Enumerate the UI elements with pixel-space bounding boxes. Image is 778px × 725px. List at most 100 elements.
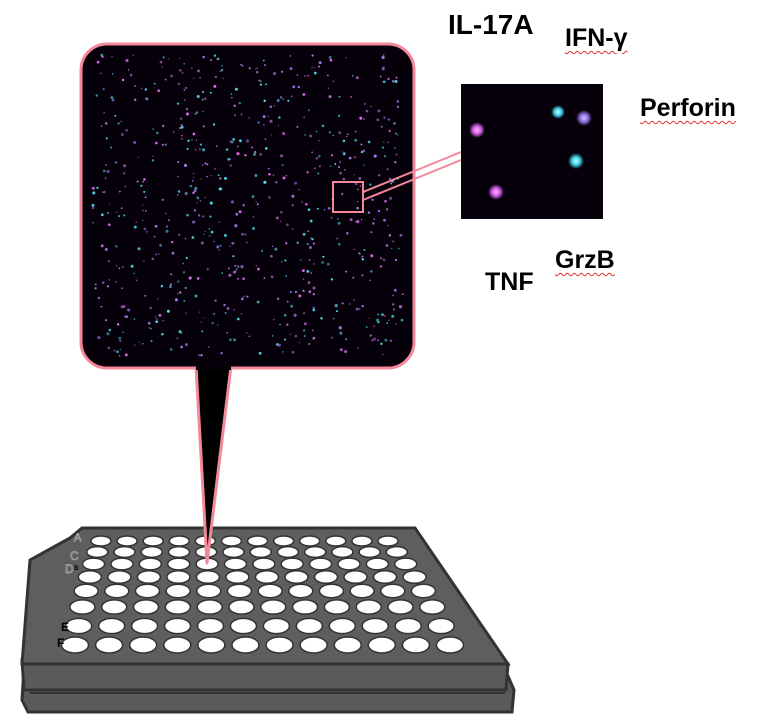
spot (344, 169, 346, 171)
spot (369, 334, 372, 337)
spot (198, 354, 201, 357)
well (128, 636, 158, 654)
well (231, 636, 260, 654)
spot (143, 178, 146, 181)
spot (330, 154, 334, 157)
well (410, 583, 437, 599)
spot (271, 335, 274, 337)
label-tnf: TNF (485, 268, 534, 296)
spot (311, 54, 314, 57)
spot (181, 134, 183, 137)
spot (220, 244, 222, 247)
spot (157, 253, 160, 255)
spot (352, 276, 355, 279)
well (401, 636, 431, 654)
label-il17a: IL-17A (448, 9, 534, 40)
well (313, 569, 339, 585)
spot (115, 211, 118, 214)
spot (170, 74, 173, 78)
spot (346, 133, 349, 136)
spot (91, 206, 95, 210)
spot (217, 324, 219, 326)
spot (221, 64, 223, 67)
spot (253, 152, 256, 156)
spot-violet (576, 110, 592, 126)
spot (111, 73, 114, 75)
spot (207, 346, 210, 348)
spot (278, 116, 281, 119)
spot-magenta (488, 184, 504, 200)
spot (382, 258, 386, 262)
spot (353, 299, 355, 302)
spot (161, 332, 164, 336)
spot (338, 243, 341, 246)
spot (102, 169, 106, 173)
well (385, 545, 409, 559)
spot (344, 349, 348, 354)
spot (293, 313, 297, 317)
spot (313, 167, 316, 170)
spot (245, 139, 250, 143)
spot (222, 77, 224, 80)
spot (262, 115, 266, 118)
spot (367, 211, 371, 214)
spot (96, 186, 99, 190)
spot (134, 98, 137, 101)
spot (328, 95, 332, 99)
spot (289, 55, 292, 57)
spot (286, 323, 289, 326)
spot (199, 199, 202, 202)
spot (94, 287, 97, 290)
spot (187, 139, 190, 143)
spot (153, 235, 156, 238)
spot (391, 303, 395, 306)
spot (387, 118, 391, 121)
spot (354, 139, 357, 142)
well (291, 599, 319, 615)
spot (307, 230, 310, 233)
well (163, 617, 192, 635)
spot (209, 201, 213, 205)
spot (169, 348, 173, 351)
spot (303, 335, 306, 337)
well (223, 557, 248, 571)
spot (137, 156, 139, 159)
spot (237, 277, 239, 280)
well (164, 599, 192, 615)
spot (330, 216, 333, 219)
well (197, 636, 226, 654)
row-letter-f: F (57, 636, 64, 650)
spot (226, 307, 230, 310)
well (402, 569, 427, 585)
spot (395, 153, 398, 156)
spot (202, 215, 205, 218)
spot (223, 176, 228, 180)
spot (203, 317, 205, 319)
spot (391, 314, 395, 318)
spot (246, 241, 248, 244)
spot (106, 332, 110, 336)
well (272, 535, 295, 547)
spot (169, 283, 172, 286)
spot (348, 303, 351, 305)
spot (192, 191, 195, 195)
spot (267, 167, 270, 170)
spot (119, 339, 122, 343)
spot (238, 210, 242, 214)
spot (91, 203, 95, 207)
spot (130, 264, 134, 268)
spot (394, 80, 398, 83)
spot (362, 149, 366, 153)
well (303, 545, 327, 559)
well (265, 636, 294, 654)
spot (355, 221, 357, 223)
spot (199, 76, 201, 79)
spot (108, 223, 111, 226)
well (90, 535, 112, 547)
spot (143, 190, 146, 193)
spot (371, 339, 374, 342)
spot (388, 177, 392, 180)
spot (110, 96, 114, 99)
spot (369, 279, 371, 281)
spot (115, 265, 118, 267)
